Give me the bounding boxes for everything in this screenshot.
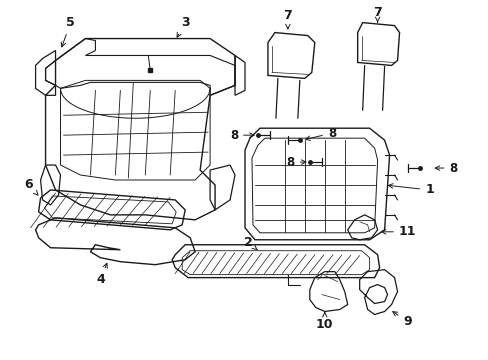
Text: 1: 1 [387, 184, 433, 197]
Text: 10: 10 [315, 312, 333, 331]
Text: 5: 5 [61, 16, 75, 47]
Text: 3: 3 [177, 16, 189, 37]
Text: 8: 8 [286, 156, 305, 168]
Text: 8: 8 [434, 162, 457, 175]
Text: 9: 9 [392, 312, 411, 328]
Text: 8: 8 [229, 129, 254, 142]
Text: 8: 8 [305, 127, 335, 140]
Text: 7: 7 [372, 6, 381, 22]
Text: 4: 4 [96, 263, 107, 286]
Text: 2: 2 [243, 236, 257, 250]
Text: 11: 11 [381, 225, 415, 238]
Text: 6: 6 [24, 179, 38, 195]
Text: 7: 7 [283, 9, 292, 29]
